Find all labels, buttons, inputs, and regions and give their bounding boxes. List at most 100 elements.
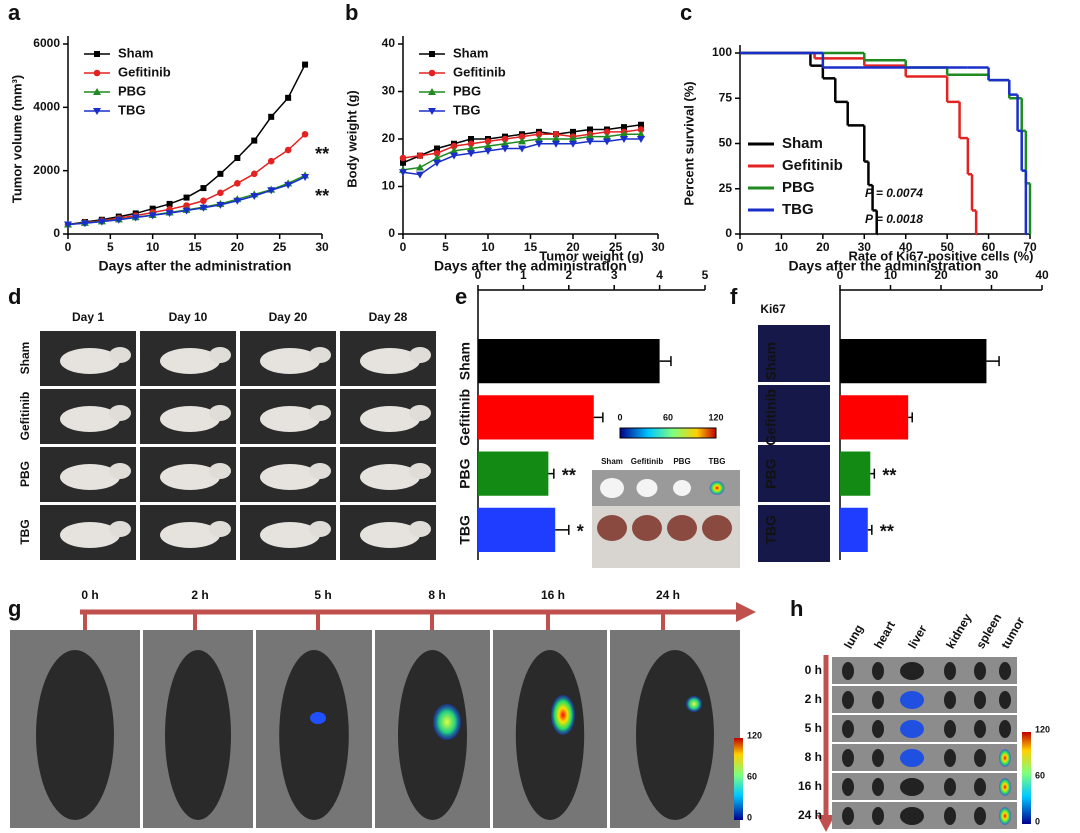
x-tick-label: 25 (273, 240, 287, 254)
mouse-head (309, 405, 331, 421)
tumor-signal (636, 479, 658, 497)
x-tick-label: 20 (934, 268, 948, 282)
marker (166, 200, 173, 207)
organ (872, 749, 884, 767)
y-tick-label: 75 (719, 90, 733, 104)
marker (251, 137, 258, 144)
marker (450, 142, 458, 150)
marker (416, 171, 424, 179)
bar (478, 395, 594, 440)
colorbar-label: 60 (1035, 770, 1045, 780)
x-tick-label: 15 (188, 240, 202, 254)
marker (250, 170, 258, 178)
x-tick-label: 40 (899, 240, 913, 254)
legend-label: PBG (453, 83, 481, 98)
x-tick-label: 20 (231, 240, 245, 254)
marker (416, 163, 424, 171)
y-axis-label: Percent survival (%) (681, 81, 696, 205)
column-label: Day 1 (72, 310, 104, 324)
y-tick-label: 20 (382, 131, 396, 145)
marker (233, 197, 242, 205)
colorbar-label: 60 (663, 412, 673, 422)
arrow-head (736, 602, 756, 622)
marker (484, 138, 492, 145)
legend-label: Gefitinib (782, 157, 843, 174)
column-label: Day 20 (269, 310, 308, 324)
marker (518, 145, 526, 153)
organ (944, 720, 956, 738)
marker (569, 140, 577, 148)
marker (620, 136, 628, 143)
marker (535, 140, 543, 148)
organ-label: heart (871, 619, 898, 651)
row-label: Sham (18, 342, 32, 375)
organ (999, 749, 1011, 767)
marker (570, 128, 576, 135)
colorbar-label: 120 (708, 412, 723, 422)
x-axis-label: Days after the administration (99, 258, 292, 274)
marker (267, 187, 276, 195)
time-label: 2 h (805, 692, 822, 706)
category-label: TBG (457, 515, 473, 545)
colorbar-label: 120 (1035, 724, 1050, 734)
arrow-head (817, 815, 835, 832)
marker (114, 216, 123, 224)
y-tick-label: 0 (53, 226, 60, 240)
organ (872, 807, 884, 825)
marker (268, 113, 275, 120)
organ (944, 807, 956, 825)
mouse (60, 348, 120, 374)
mouse (260, 464, 320, 490)
x-tick-label: 60 (982, 240, 996, 254)
organ (900, 807, 924, 825)
organ (944, 749, 956, 767)
bar (840, 451, 871, 496)
x-tick-label: 0 (475, 268, 482, 282)
panel-letter: c (680, 0, 692, 25)
legend-label: Gefitinib (453, 64, 506, 79)
organ (842, 720, 854, 738)
mouse (360, 406, 420, 432)
legend-label: PBG (782, 179, 815, 196)
marker (284, 146, 292, 154)
marker (434, 145, 440, 152)
time-label: 8 h (805, 750, 822, 764)
axes (67, 36, 322, 235)
y-tick-label: 10 (382, 179, 396, 193)
ki67-image (758, 445, 830, 502)
marker (428, 88, 436, 95)
legend-label: TBG (453, 102, 480, 117)
marker (467, 144, 475, 152)
x-axis-label: Rate of Ki67-positive cells (%) (849, 248, 1034, 263)
marker (250, 193, 259, 200)
category-label: Sham (457, 342, 473, 380)
marker (518, 133, 526, 140)
y-tick-label: 2000 (33, 163, 60, 177)
mouse-silhouette (515, 650, 585, 820)
marker (586, 138, 594, 146)
x-axis-label: Tumor weight (g) (539, 248, 643, 263)
marker (93, 108, 101, 115)
marker (217, 170, 224, 177)
bar (840, 395, 909, 440)
marker (93, 69, 101, 77)
marker (183, 202, 190, 209)
marker (433, 154, 441, 161)
marker (267, 157, 275, 165)
time-label: 24 h (656, 588, 680, 602)
ki67-image (758, 325, 830, 382)
marker (199, 204, 208, 212)
x-tick-label: 3 (611, 268, 618, 282)
colorbar-label: 60 (747, 771, 757, 781)
organ-row (832, 686, 1017, 713)
organ (900, 662, 924, 680)
marker (501, 135, 509, 143)
annotation: ** (315, 186, 329, 206)
column-label: Day 28 (369, 310, 408, 324)
mouse-silhouette (165, 650, 231, 820)
column-label: Day 10 (169, 310, 208, 324)
annotation: ** (562, 465, 576, 485)
x-tick-label: 4 (656, 268, 663, 282)
marker (284, 181, 293, 189)
